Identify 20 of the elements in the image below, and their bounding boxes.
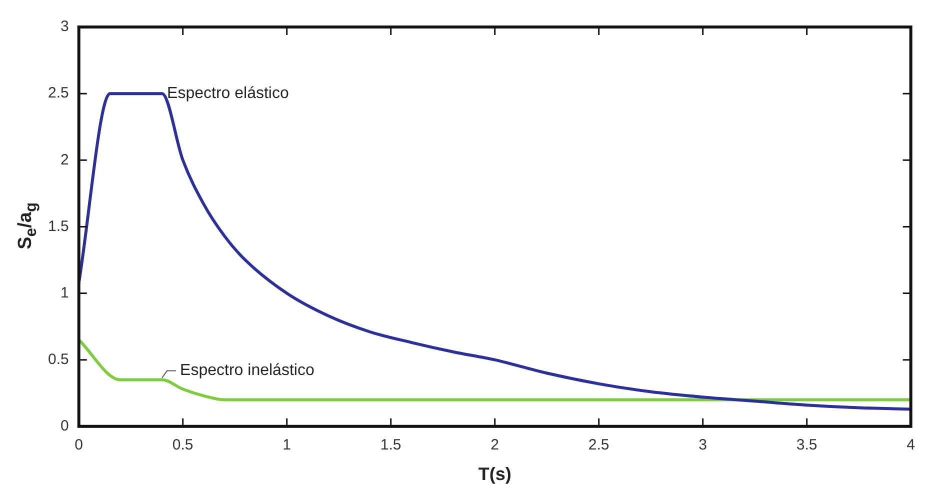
series-label: Espectro elástico <box>167 84 289 102</box>
x-tick-label: 3 <box>698 436 708 454</box>
x-tick-label: 1 <box>282 436 292 454</box>
y-tick-label: 3 <box>60 18 69 36</box>
series-label: Espectro inelástico <box>180 362 314 380</box>
x-tick-label: 3.5 <box>796 436 818 454</box>
y-tick-label: 2 <box>60 151 69 168</box>
y-tick-label: 0.5 <box>48 350 69 368</box>
x-tick-label: 2 <box>490 436 500 454</box>
x-axis-title: T(s) <box>478 464 512 484</box>
x-tick-label: 4 <box>906 436 915 454</box>
x-tick-label: 2.5 <box>588 436 610 454</box>
x-tick-label: 0.5 <box>172 436 194 454</box>
line-series <box>78 338 911 402</box>
x-tick-label: 1.5 <box>380 436 402 454</box>
y-tick-label: 1.5 <box>48 218 69 235</box>
x-tick-label: 0 <box>74 436 84 454</box>
y-tick-label: 0 <box>60 418 69 435</box>
y-tick-label: 1 <box>60 284 69 302</box>
y-tick-label: 2.5 <box>48 84 69 102</box>
